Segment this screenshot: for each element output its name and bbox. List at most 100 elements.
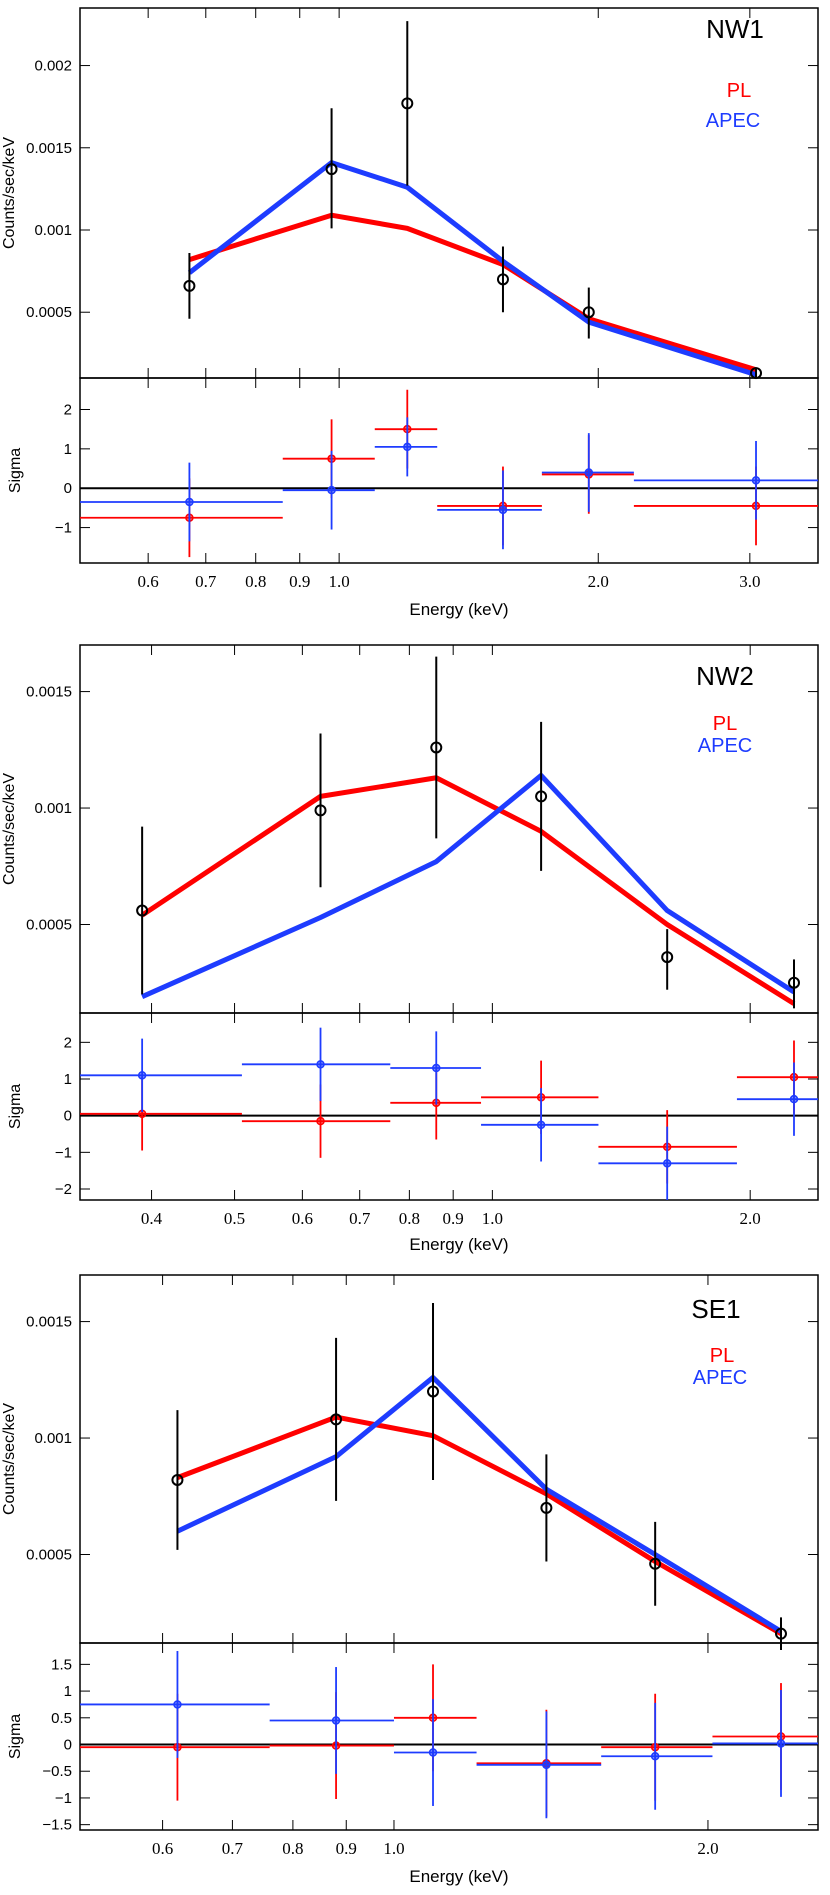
- residual-point-apec: [316, 1060, 325, 1069]
- residual-point-apec: [584, 468, 594, 477]
- residual-y-tick-label: −1: [55, 1790, 72, 1807]
- x-tick-label: 1.0: [329, 572, 350, 591]
- residual-point-apec: [536, 1120, 546, 1130]
- data-point: [775, 1627, 788, 1640]
- data-point: [430, 741, 443, 754]
- x-tick-label: 0.4: [141, 1209, 163, 1228]
- x-axis-label: Energy (keV): [409, 1235, 508, 1254]
- residual-y-tick-label: 2: [64, 401, 72, 418]
- y-axis-label: Counts/sec/keV: [1, 1403, 18, 1515]
- residual-y-tick-label: 0.5: [51, 1710, 72, 1727]
- data-point: [401, 97, 414, 110]
- panel-title: NW2: [696, 661, 754, 691]
- x-tick-label: 0.6: [138, 572, 159, 591]
- x-tick-label: 0.8: [282, 1839, 303, 1858]
- data-point: [649, 1557, 662, 1570]
- residual-y-tick-label: 1: [64, 441, 72, 458]
- residual-y-tick-label: 0: [64, 480, 72, 497]
- model-line-pl: [140, 775, 796, 1006]
- residual-y-axis-label: Sigma: [7, 1714, 24, 1759]
- y-axis-label: Counts/sec/keV: [1, 773, 18, 885]
- residual-y-tick-label: 0: [64, 1737, 72, 1754]
- residual-point-pl: [316, 1116, 325, 1126]
- residual-y-tick-label: −1: [55, 1144, 72, 1161]
- x-tick-label: 3.0: [739, 572, 760, 591]
- data-point: [183, 279, 196, 292]
- residual-plot-frame: [79, 377, 819, 564]
- model-line-apec: [176, 1374, 783, 1634]
- x-tick-label: 0.9: [336, 1839, 357, 1858]
- model-line-apec: [187, 160, 757, 378]
- residual-point-apec: [403, 442, 412, 452]
- residual-y-tick-label: 1.5: [51, 1656, 72, 1673]
- panel-nw2: 0.0005 0.001 0.0015 −2 −1 0 1 2 0.4 0.5 0.6 0.7 0.8 0…: [1, 644, 819, 1254]
- y-tick-label: 0.0015: [26, 1314, 72, 1331]
- residual-point-apec: [173, 1700, 182, 1709]
- residual-point-apec: [542, 1760, 551, 1770]
- x-tick-label: 0.6: [152, 1839, 173, 1858]
- residual-point-apec: [137, 1071, 147, 1080]
- model-line-apec: [141, 772, 796, 999]
- x-tick-label: 0.8: [245, 572, 266, 591]
- x-tick-label: 0.5: [224, 1209, 245, 1228]
- residual-point-apec: [751, 476, 761, 485]
- residual-y-tick-label: 2: [64, 1034, 72, 1051]
- x-tick-label: 0.7: [222, 1839, 244, 1858]
- residual-point-apec: [185, 497, 194, 507]
- residual-point-apec: [432, 1063, 441, 1073]
- x-tick-label: 0.7: [195, 572, 217, 591]
- residual-y-tick-label: 1: [64, 1683, 72, 1700]
- residual-y-axis-label: Sigma: [7, 1084, 24, 1129]
- residual-y-tick-label: −1.5: [42, 1817, 72, 1834]
- main-plot-frame: [79, 7, 819, 379]
- legend-pl: PL: [727, 80, 751, 102]
- legend-pl: PL: [713, 713, 737, 735]
- residual-y-tick-label: 0: [64, 1108, 72, 1125]
- x-tick-label: 1.0: [482, 1209, 503, 1228]
- data-point: [314, 804, 327, 817]
- residual-point-apec: [650, 1752, 660, 1761]
- residual-y-tick-label: −0.5: [42, 1763, 72, 1780]
- model-line-pl: [188, 212, 757, 373]
- legend-apec: APEC: [693, 1367, 747, 1389]
- y-tick-label: 0.0005: [26, 1546, 72, 1563]
- panel-title: NW1: [706, 14, 764, 44]
- y-tick-label: 0.002: [34, 58, 72, 75]
- residual-plot-frame: [79, 1012, 819, 1201]
- panel-nw1: 0.0005 0.001 0.0015 0.002 −1 0 1 2 0.6 0.7 0.8 0.9 1…: [1, 7, 819, 619]
- data-point: [496, 273, 509, 286]
- residual-point-apec: [331, 1716, 341, 1725]
- y-tick-label: 0.001: [34, 800, 72, 817]
- data-point: [136, 904, 149, 917]
- y-tick-label: 0.0015: [26, 684, 72, 701]
- residual-y-tick-label: 1: [64, 1071, 72, 1088]
- main-plot-frame: [79, 644, 819, 1014]
- data-point: [787, 976, 800, 989]
- panel-title: SE1: [691, 1294, 740, 1324]
- x-tick-label: 2.0: [588, 572, 609, 591]
- y-tick-label: 0.001: [34, 1430, 72, 1447]
- data-point: [171, 1473, 184, 1486]
- x-tick-label: 0.7: [349, 1209, 371, 1228]
- residual-plot-frame: [79, 1642, 819, 1831]
- x-tick-label: 0.6: [292, 1209, 313, 1228]
- x-tick-label: 0.9: [289, 572, 310, 591]
- data-point: [540, 1501, 553, 1514]
- data-point: [330, 1413, 343, 1426]
- data-point: [582, 306, 595, 319]
- x-tick-label: 0.8: [399, 1209, 420, 1228]
- residual-y-tick-label: −2: [55, 1181, 72, 1198]
- legend-pl: PL: [710, 1345, 734, 1367]
- y-tick-label: 0.0005: [26, 304, 72, 321]
- legend-apec: APEC: [706, 110, 760, 132]
- x-tick-label: 1.0: [383, 1839, 404, 1858]
- data-point: [325, 163, 338, 176]
- residual-y-tick-label: −1: [55, 520, 72, 537]
- y-axis-label: Counts/sec/keV: [1, 137, 18, 249]
- residual-point-apec: [662, 1159, 672, 1168]
- residual-point-apec: [327, 485, 336, 495]
- y-tick-label: 0.001: [34, 222, 72, 239]
- data-point: [661, 951, 674, 964]
- legend-apec: APEC: [698, 735, 752, 757]
